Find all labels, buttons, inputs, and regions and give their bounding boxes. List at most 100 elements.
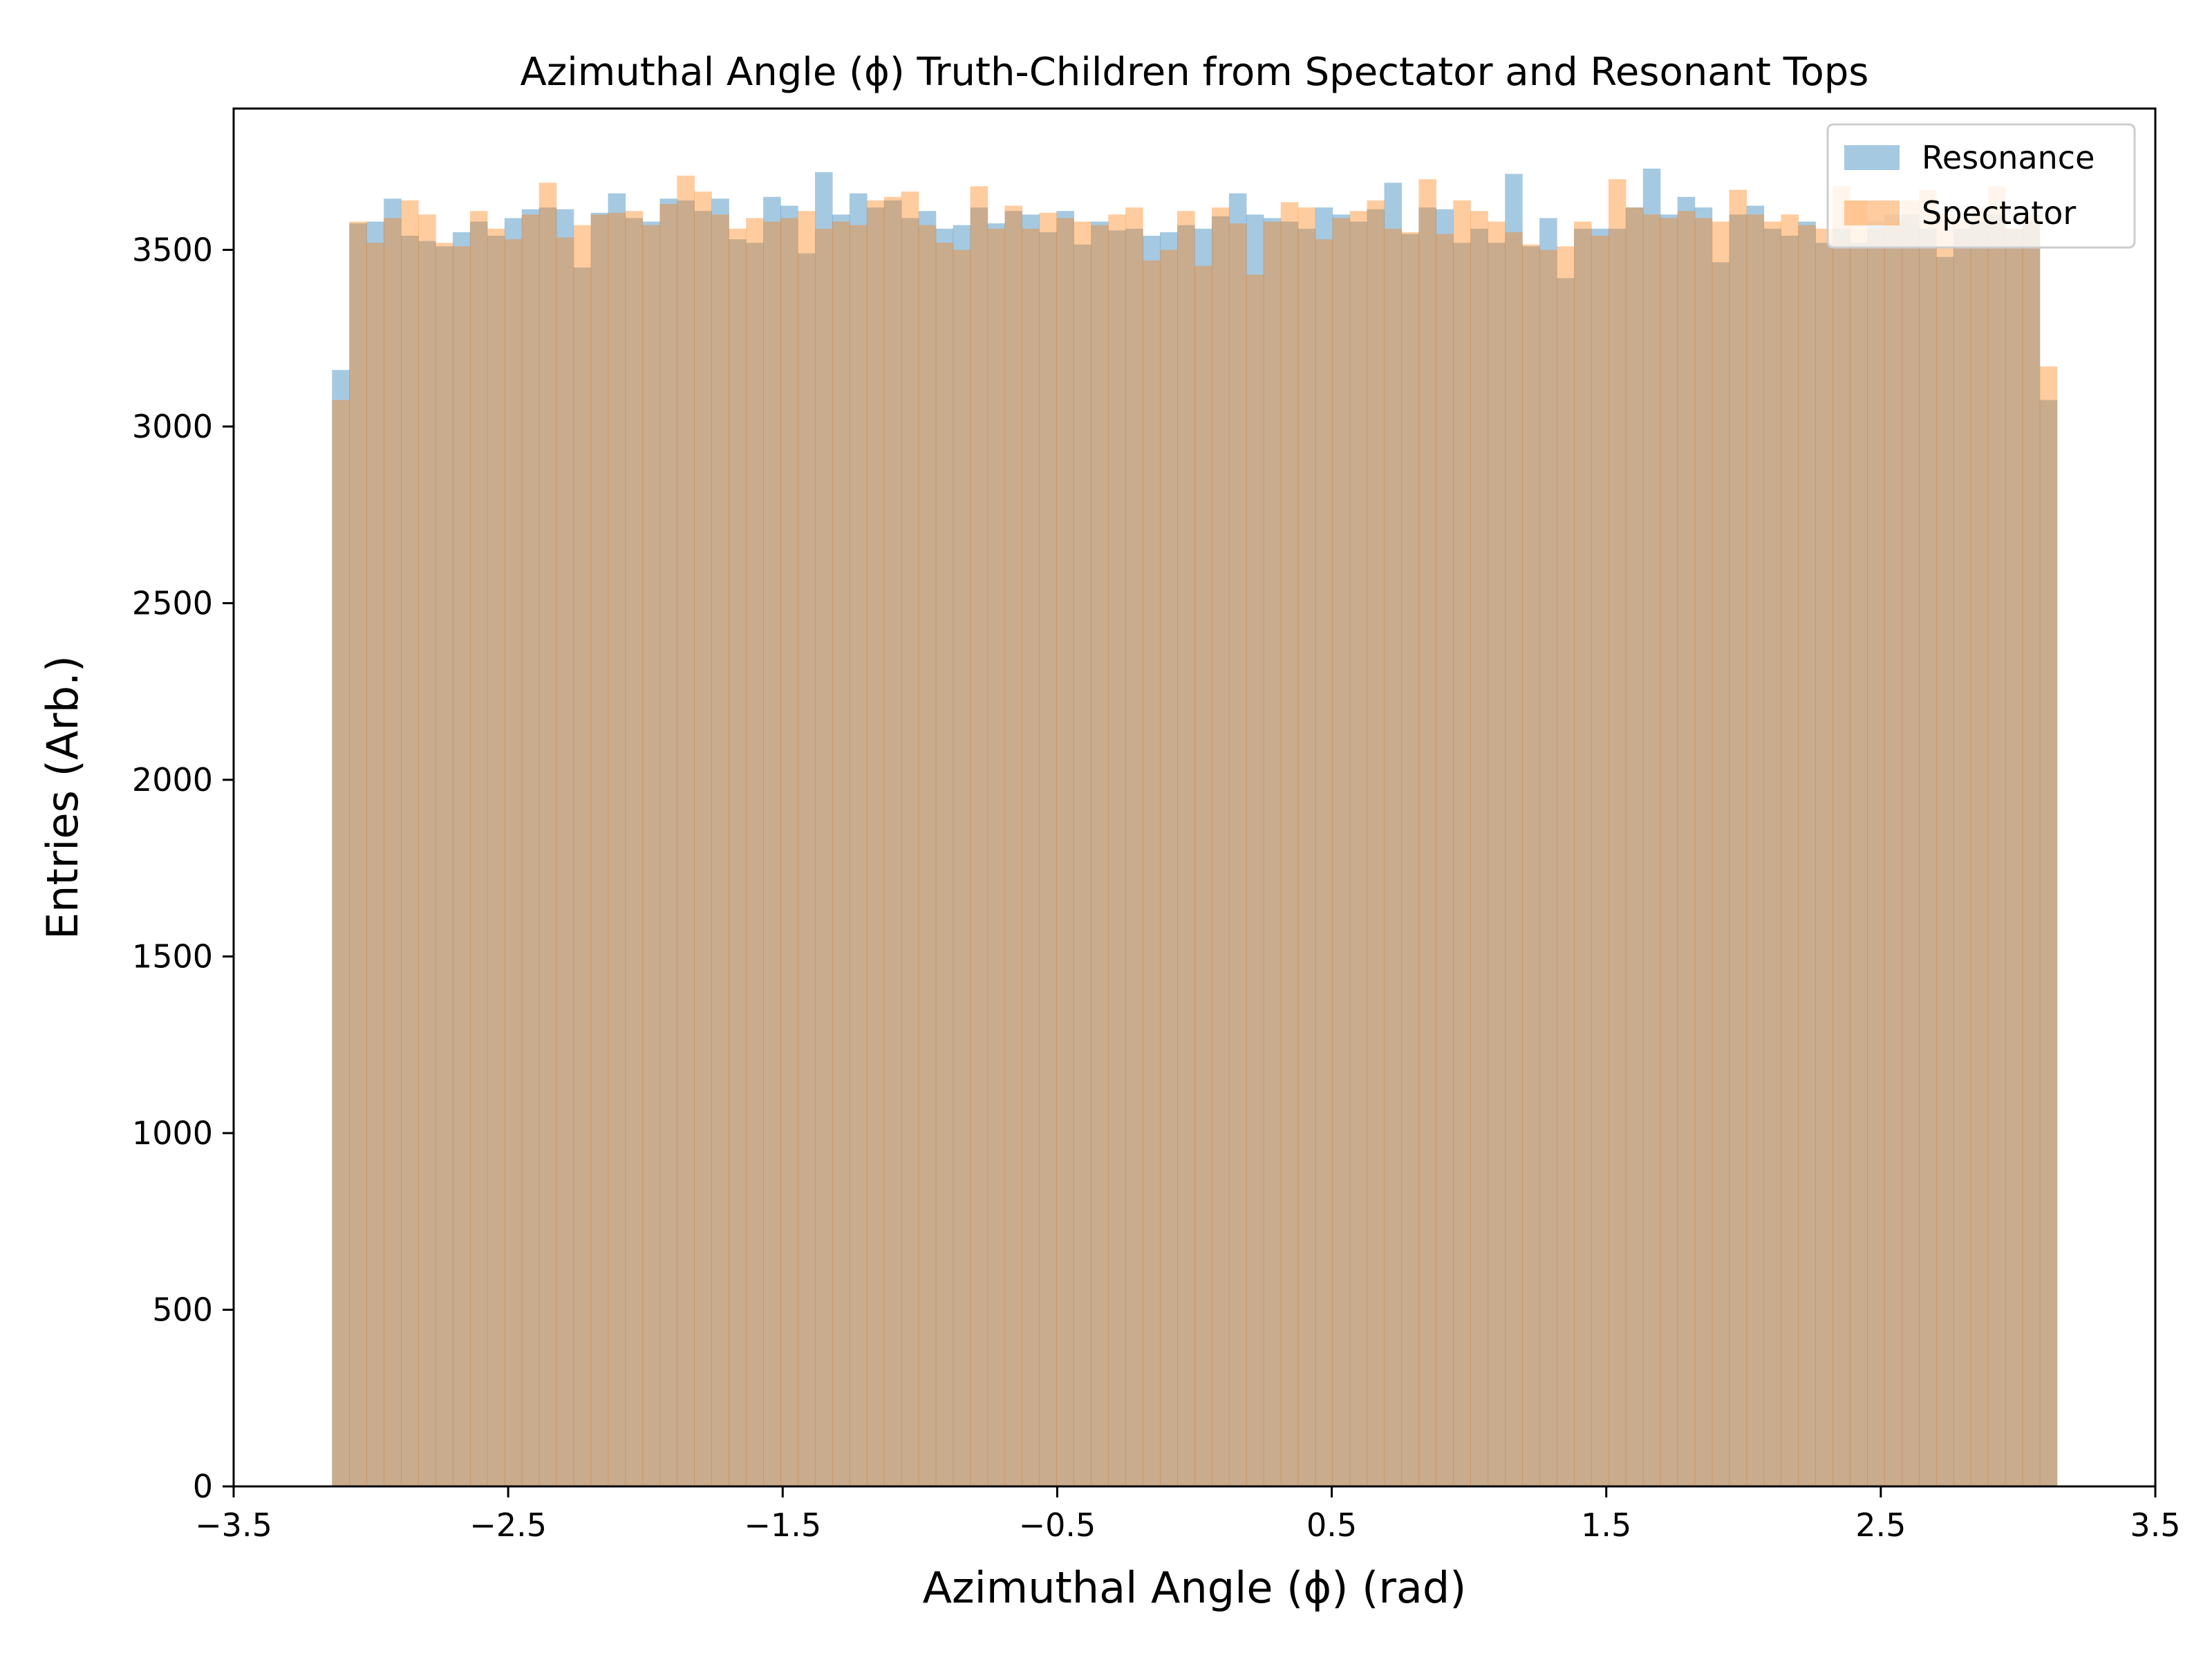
bar-resonance-35 bbox=[935, 228, 954, 1486]
bar-resonance-58 bbox=[1332, 214, 1351, 1486]
y-tick-label: 500 bbox=[152, 1291, 213, 1328]
bar-spectator-99 bbox=[2039, 366, 2058, 1486]
bar-spectator-67 bbox=[1488, 221, 1506, 1486]
bar-resonance-38 bbox=[987, 223, 1006, 1487]
bar-spectator-39 bbox=[1004, 205, 1023, 1486]
bar-resonance-22 bbox=[711, 198, 729, 1486]
bar-resonance-53 bbox=[1246, 214, 1264, 1486]
bar-resonance-17 bbox=[625, 218, 644, 1486]
bar-spectator-98 bbox=[2022, 214, 2041, 1486]
bar-spectator-6 bbox=[435, 243, 453, 1487]
bar-spectator-76 bbox=[1642, 214, 1661, 1486]
bar-resonance-48 bbox=[1160, 232, 1178, 1486]
bar-resonance-96 bbox=[1987, 214, 2006, 1486]
bar-resonance-15 bbox=[590, 212, 609, 1486]
bar-spectator-23 bbox=[729, 228, 747, 1486]
bar-resonance-62 bbox=[1401, 234, 1419, 1486]
bar-spectator-90 bbox=[1884, 221, 1902, 1486]
bar-resonance-93 bbox=[1936, 256, 1954, 1486]
bar-resonance-97 bbox=[2005, 228, 2023, 1486]
bar-resonance-67 bbox=[1488, 243, 1506, 1487]
bar-spectator-91 bbox=[1902, 200, 1920, 1486]
x-tick-label: 2.5 bbox=[1855, 1506, 1906, 1544]
bar-resonance-26 bbox=[780, 205, 798, 1486]
bar-spectator-32 bbox=[883, 196, 902, 1486]
bar-resonance-14 bbox=[573, 267, 592, 1487]
y-axis-label: Entries (Arb.) bbox=[37, 655, 88, 940]
bar-spectator-45 bbox=[1108, 214, 1126, 1486]
bar-spectator-7 bbox=[453, 246, 471, 1486]
x-axis: −3.5 −2.5 −1.5 −0.5 0.5 1.5 2.5 3.5 bbox=[195, 1486, 2181, 1544]
bar-resonance-40 bbox=[1022, 214, 1040, 1486]
bar-spectator-53 bbox=[1246, 274, 1264, 1487]
bar-spectator-46 bbox=[1125, 207, 1143, 1487]
bars-layer bbox=[332, 168, 2058, 1487]
bar-resonance-98 bbox=[2022, 221, 2041, 1486]
bar-resonance-82 bbox=[1746, 205, 1765, 1486]
bar-spectator-75 bbox=[1625, 207, 1644, 1487]
bar-spectator-54 bbox=[1263, 221, 1282, 1486]
bar-resonance-68 bbox=[1505, 174, 1523, 1486]
bar-resonance-95 bbox=[1970, 221, 1989, 1486]
bar-spectator-41 bbox=[1039, 212, 1057, 1486]
bar-spectator-0 bbox=[332, 400, 350, 1486]
bar-resonance-25 bbox=[763, 196, 781, 1486]
bar-spectator-60 bbox=[1367, 200, 1385, 1486]
legend-box bbox=[1826, 123, 2136, 249]
bar-resonance-24 bbox=[746, 243, 764, 1487]
bar-spectator-58 bbox=[1332, 218, 1351, 1486]
bar-spectator-13 bbox=[556, 237, 574, 1486]
series-spectator bbox=[332, 176, 2058, 1487]
bar-resonance-55 bbox=[1280, 221, 1299, 1486]
y-axis: 0 500 1000 1500 2000 2500 3000 3500 bbox=[132, 231, 234, 1505]
bar-spectator-70 bbox=[1539, 250, 1557, 1486]
bar-spectator-9 bbox=[487, 228, 505, 1486]
bar-resonance-66 bbox=[1470, 228, 1488, 1486]
bar-spectator-88 bbox=[1850, 200, 1868, 1486]
bar-spectator-96 bbox=[1987, 186, 2006, 1487]
bar-spectator-43 bbox=[1074, 221, 1091, 1486]
bar-resonance-33 bbox=[901, 218, 919, 1486]
bar-resonance-80 bbox=[1712, 262, 1730, 1486]
y-tick-label: 1000 bbox=[132, 1114, 213, 1152]
bar-spectator-35 bbox=[935, 243, 954, 1487]
bar-resonance-89 bbox=[1867, 221, 1885, 1486]
bar-resonance-13 bbox=[556, 209, 574, 1486]
bar-spectator-1 bbox=[349, 221, 367, 1486]
bar-spectator-10 bbox=[504, 239, 523, 1487]
bar-spectator-25 bbox=[763, 221, 781, 1486]
bar-spectator-27 bbox=[798, 211, 816, 1487]
bar-spectator-31 bbox=[866, 200, 885, 1486]
bar-spectator-3 bbox=[384, 218, 402, 1486]
bar-spectator-80 bbox=[1712, 221, 1730, 1486]
bar-resonance-49 bbox=[1177, 225, 1195, 1486]
bar-spectator-24 bbox=[746, 218, 764, 1486]
bar-resonance-27 bbox=[798, 253, 816, 1486]
bar-resonance-73 bbox=[1591, 228, 1609, 1486]
bar-spectator-56 bbox=[1297, 207, 1316, 1487]
bar-spectator-93 bbox=[1936, 214, 1954, 1486]
bar-resonance-18 bbox=[642, 221, 661, 1486]
bar-spectator-61 bbox=[1384, 228, 1403, 1486]
bar-resonance-1 bbox=[349, 223, 367, 1487]
bar-resonance-16 bbox=[608, 193, 626, 1486]
bar-resonance-4 bbox=[401, 235, 419, 1487]
bar-resonance-92 bbox=[1919, 228, 1937, 1486]
bar-spectator-37 bbox=[970, 186, 988, 1487]
bar-spectator-22 bbox=[711, 214, 729, 1486]
bar-resonance-71 bbox=[1557, 278, 1575, 1486]
bar-spectator-36 bbox=[953, 250, 971, 1486]
bar-resonance-37 bbox=[970, 207, 988, 1487]
bar-spectator-12 bbox=[538, 183, 557, 1486]
bar-resonance-3 bbox=[384, 198, 402, 1486]
bar-resonance-41 bbox=[1039, 232, 1057, 1486]
x-tick-label: 1.5 bbox=[1581, 1506, 1631, 1544]
bar-spectator-73 bbox=[1591, 235, 1609, 1487]
bar-resonance-43 bbox=[1074, 244, 1091, 1486]
bar-resonance-84 bbox=[1781, 235, 1799, 1487]
bar-resonance-60 bbox=[1367, 209, 1385, 1486]
bar-spectator-30 bbox=[849, 225, 868, 1486]
bar-resonance-61 bbox=[1384, 183, 1403, 1486]
bar-spectator-4 bbox=[401, 200, 419, 1486]
bar-resonance-77 bbox=[1660, 214, 1678, 1486]
